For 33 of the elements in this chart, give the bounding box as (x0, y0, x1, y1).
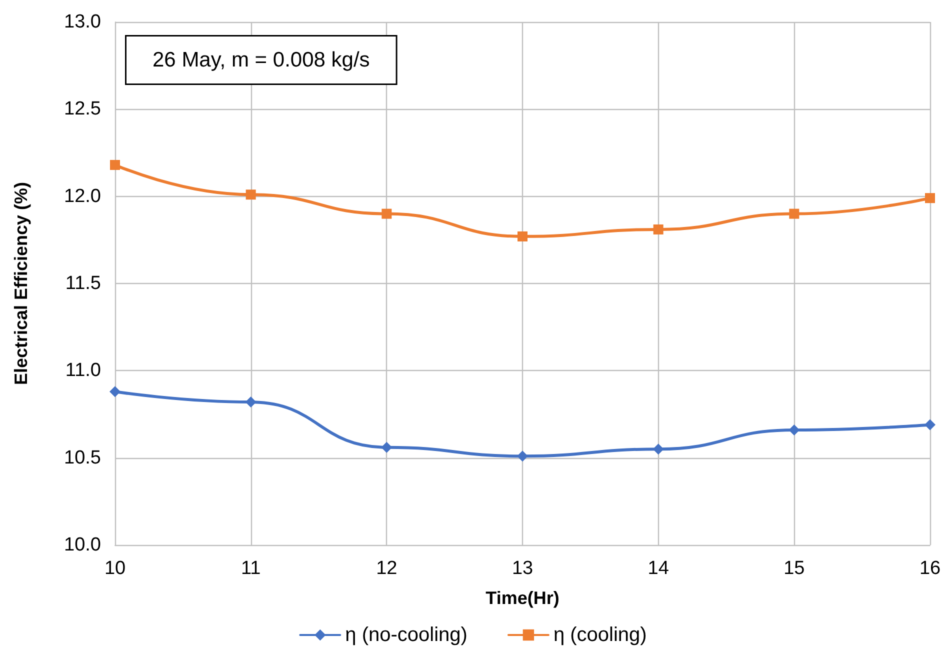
point (246, 190, 256, 200)
y-tick-label: 12.5 (64, 98, 101, 120)
point (517, 450, 528, 462)
annotation: 26 May, m = 0.008 kg/s (152, 48, 370, 72)
legend-label: η (cooling) (553, 624, 647, 646)
point (110, 386, 120, 398)
y-tick-label: 11.0 (65, 360, 101, 382)
y-tick-label: 10.5 (64, 447, 101, 468)
x-tick-label: 15 (784, 558, 805, 579)
y-tick-label: 12.0 (64, 186, 101, 207)
y-tick-label: 11.5 (65, 273, 101, 294)
y-axis-title: Electrical Efficiency (%) (11, 182, 31, 386)
y-tick-label: 13.0 (64, 12, 101, 32)
point (925, 193, 935, 204)
point (245, 396, 256, 408)
x-tick-label: 14 (648, 558, 670, 579)
point (652, 444, 664, 455)
x-tick-label: 12 (376, 558, 398, 579)
point (110, 160, 120, 170)
point (924, 419, 936, 430)
point (788, 424, 800, 436)
y-tick-label: 10.0 (64, 534, 101, 556)
point (382, 208, 392, 219)
x-tick-label: 13 (512, 558, 534, 579)
x-tick-label: 11 (240, 558, 261, 579)
point (518, 231, 528, 242)
x-axis-title: Time(Hr) (486, 588, 560, 608)
x-tick-label: 10 (104, 558, 126, 579)
x-tick-label: 16 (919, 558, 941, 579)
legend-label: η (no-cooling) (345, 624, 468, 646)
point (789, 208, 800, 219)
point (381, 442, 392, 453)
point (653, 224, 664, 234)
